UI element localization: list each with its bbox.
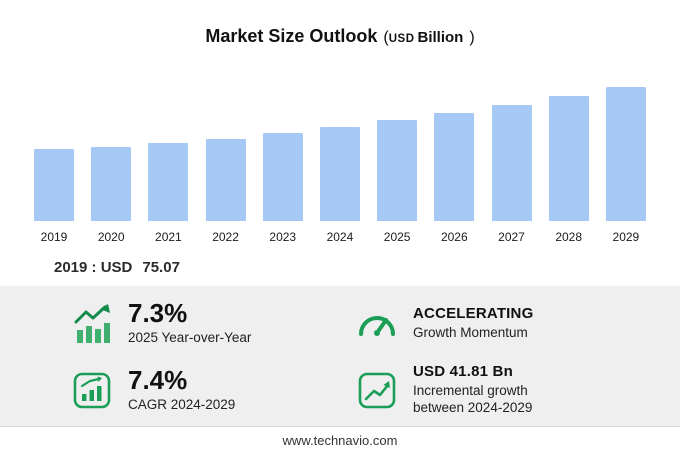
stat-yoy: 7.3% 2025 Year-over-Year [70,298,325,347]
bar-slot [91,147,132,221]
bar-slot [377,120,418,221]
baseline-note: 2019 : USD 75.07 [54,259,680,276]
bar-slot [262,133,303,221]
x-axis-label: 2026 [440,230,468,244]
stat-value: USD 41.81 Bn [413,363,513,381]
bar [548,96,589,221]
baseline-value: 75.07 [142,259,180,276]
stat-cagr: 7.4% CAGR 2024-2029 [70,364,325,414]
stat-text: USD 41.81 Bn Incremental growth between … [413,363,532,417]
bars-up-arrow-icon [70,302,114,346]
chart-box-icon [70,368,114,412]
stat-label: Growth Momentum [413,325,528,341]
x-axis-label: 2028 [555,230,583,244]
bar-slot [205,139,246,221]
unit-paren-close: ) [469,29,475,46]
stat-value: 7.3% [128,298,188,328]
bar-slot [148,143,189,221]
x-axis-label: 2023 [269,230,297,244]
x-axis-labels: 2019 2020 2021 2022 2023 2024 2025 2026 2027 2028… [34,230,646,244]
x-axis-label: 2027 [498,230,525,244]
bar [319,127,360,221]
bar-slot [434,113,475,221]
unit-label: Billion [417,29,464,46]
bar [491,105,532,221]
baseline-label: 2019 : USD [54,259,133,276]
stats-panel: 7.3% 2025 Year-over-Year ACCELERATING Gr… [0,286,680,426]
x-axis-label: 2029 [612,230,640,244]
bar-slot [605,87,646,221]
x-axis-label: 2022 [212,230,239,244]
bar-chart: 2019 2020 2021 2022 2023 2024 2025 2026 2027 2028… [34,81,646,244]
stat-value: ACCELERATING [413,305,534,323]
bar-slot [548,96,589,221]
stat-label: CAGR 2024-2029 [128,396,236,412]
bar [377,120,418,221]
x-axis-label: 2024 [326,230,354,244]
bar [34,149,74,221]
unit-currency: USD [388,33,415,45]
x-axis-label: 2019 [40,230,68,244]
x-axis-label: 2025 [383,230,411,244]
x-axis-label: 2021 [155,230,182,244]
trend-box-icon [355,368,399,412]
bar [605,87,646,221]
stat-text: 7.3% 2025 Year-over-Year [128,298,252,347]
page-title: Market Size Outlook (USD Billion) [0,0,680,47]
bar [91,147,132,221]
bar [262,133,303,221]
stat-incremental: USD 41.81 Bn Incremental growth between … [355,363,610,417]
stat-label: 2025 Year-over-Year [128,330,252,346]
bar [205,139,246,221]
stat-label-line2: between 2024-2029 [413,400,533,416]
stat-text: ACCELERATING Growth Momentum [413,305,533,342]
stat-momentum: ACCELERATING Growth Momentum [355,302,610,346]
bar-slot [34,149,74,221]
bar [434,113,475,221]
stat-text: 7.4% CAGR 2024-2029 [128,364,236,414]
bar-group [34,81,646,221]
footer: www.technavio.com [0,426,680,454]
bar [148,143,189,221]
unit-paren-open: ( [383,29,389,46]
bar-slot [491,105,532,221]
footer-url: www.technavio.com [282,433,398,448]
gauge-icon [355,302,399,346]
x-axis-label: 2020 [97,230,125,244]
bar-slot [319,127,360,221]
stat-label: Incremental growth [413,383,528,399]
stats-grid: 7.3% 2025 Year-over-Year ACCELERATING Gr… [70,298,610,417]
chart-title: Market Size Outlook [205,26,378,46]
stat-value: 7.4% [128,364,188,395]
